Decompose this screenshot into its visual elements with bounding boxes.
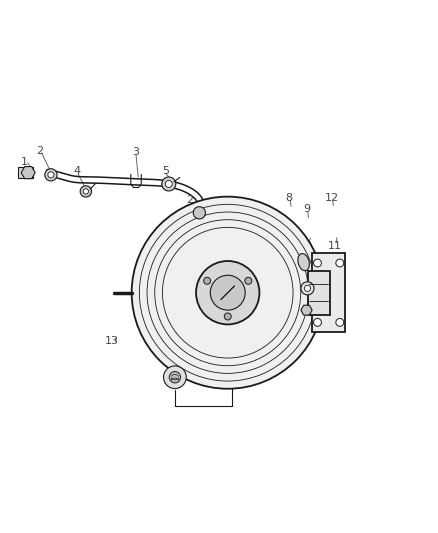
Text: 3: 3 — [133, 147, 140, 157]
Circle shape — [301, 282, 314, 295]
Text: 11: 11 — [328, 240, 342, 251]
Circle shape — [224, 313, 231, 320]
Circle shape — [314, 318, 321, 326]
Text: 8: 8 — [285, 192, 293, 203]
Text: 10: 10 — [299, 240, 313, 251]
Circle shape — [196, 261, 259, 325]
Circle shape — [304, 285, 311, 292]
Circle shape — [83, 189, 88, 194]
Text: 7: 7 — [207, 213, 214, 223]
Circle shape — [162, 177, 176, 191]
Circle shape — [165, 181, 172, 188]
Circle shape — [204, 277, 211, 284]
Circle shape — [245, 277, 252, 284]
Circle shape — [314, 259, 321, 267]
Circle shape — [210, 275, 245, 310]
Text: 9: 9 — [303, 204, 310, 214]
Text: 5: 5 — [162, 166, 169, 176]
Text: 1: 1 — [21, 157, 28, 167]
Ellipse shape — [298, 254, 309, 271]
Text: 13: 13 — [105, 336, 119, 346]
Text: 6: 6 — [205, 341, 212, 351]
Text: 12: 12 — [325, 192, 339, 203]
FancyBboxPatch shape — [18, 167, 33, 178]
Circle shape — [45, 169, 57, 181]
Circle shape — [193, 207, 205, 219]
Text: 2: 2 — [186, 195, 193, 205]
FancyBboxPatch shape — [312, 253, 345, 332]
Text: 4: 4 — [74, 166, 81, 176]
FancyBboxPatch shape — [307, 271, 330, 314]
Circle shape — [169, 372, 180, 383]
Circle shape — [336, 259, 344, 267]
Circle shape — [336, 318, 344, 326]
Circle shape — [80, 185, 92, 197]
Circle shape — [132, 197, 324, 389]
Circle shape — [163, 366, 186, 389]
Text: 2: 2 — [36, 146, 43, 156]
Circle shape — [48, 172, 54, 178]
